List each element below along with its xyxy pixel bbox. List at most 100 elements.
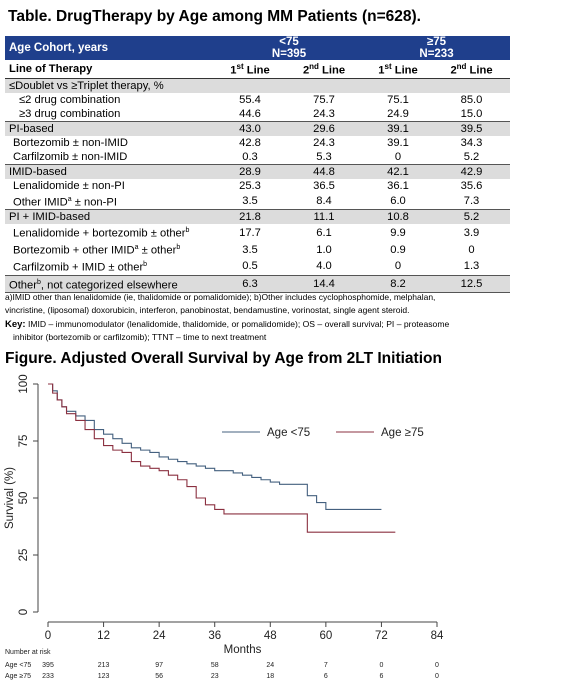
table-row: Lenalidomide ± non-PI 25.3 36.5 36.1 35.6 [5,179,510,193]
risk-value: 56 [155,673,163,680]
table-cell: 35.6 [460,179,483,192]
table-cell: 7.3 [463,195,480,208]
table-cell: 14.4 [285,274,363,294]
cohort-under75-header: <75 N=395 [215,36,363,60]
drug-therapy-table: Age Cohort, years <75 N=395 ≥75 N=233 Li… [5,36,510,294]
y-tick-label: 25 [18,549,30,562]
table-cell: 15.0 [460,107,483,120]
table-cell: 6.0 [390,195,406,208]
table-cell: 0 [394,260,402,273]
figure-title: Figure. Adjusted Overall Survival by Age… [5,350,442,367]
table-row: Otherb, not categorized elsewhere 6.3 14.4… [5,274,510,294]
table-cell: 0.5 [242,260,258,273]
table-cell: 29.6 [285,120,363,136]
footnote-a: a)IMID other than lenalidomide (ie, thal… [5,292,436,302]
row-label: ≤2 drug combination [19,93,121,106]
table-cell [433,78,510,93]
table-cell: 36.5 [313,179,335,192]
table-cell: 44.8 [285,163,363,179]
row-label: Otherb, not categorized elsewhere [5,274,215,294]
table-cell: 5.2 [463,150,480,163]
row-label: PI-based [5,120,215,136]
table-cell: 28.9 [215,163,285,179]
table-cell: 25.3 [239,179,261,192]
second-line-header-1: 2nd Line [285,60,363,79]
row-label: IMID-based [5,163,215,179]
table-cell: 3.9 [463,226,480,239]
table-cell: 6.3 [215,274,285,294]
legend-label: Age ≥75 [381,427,424,439]
table-cell: 21.8 [215,209,285,225]
table-cell [285,78,363,93]
footnote-b: vincristine, (liposomal) doxorubicin, in… [5,305,410,315]
survival-curve-under75 [48,383,382,510]
risk-value: 233 [42,673,54,680]
table-cell: 39.5 [433,120,510,136]
table-cell: 55.4 [239,93,261,106]
risk-value: 213 [98,662,110,669]
key-text-2: inhibitor (bortezomib or carfilzomib); T… [13,332,267,342]
risk-value: 18 [266,673,274,680]
table-header-row: Age Cohort, years <75 N=395 ≥75 N=233 [5,36,510,60]
table-cell: 1.0 [316,243,332,256]
key-text-1: IMID – immunomodulator (lenalidomide, th… [25,319,450,329]
table-cell: 3.5 [242,195,258,208]
risk-value: 6 [379,673,383,680]
table-title: Table. DrugTherapy by Age among MM Patie… [8,8,421,25]
y-tick-label: 100 [18,374,30,393]
table-cell: 8.4 [316,195,332,208]
row-label: Lenalidomide ± non-PI [13,179,125,192]
table-row: Bortezomib + other IMIDa ± otherb 3.5 1.0 0… [5,241,510,258]
line-of-therapy-label: Line of Therapy [5,60,215,79]
risk-value: 23 [211,673,219,680]
key-label: Key: [5,319,26,330]
cohort-75plus-label: ≥75 [426,36,447,48]
table-cell: 8.2 [363,274,433,294]
table-row: PI-based 43.0 29.6 39.1 39.5 [5,120,510,136]
table-row: IMID-based 28.9 44.8 42.1 42.9 [5,163,510,179]
x-tick-label: 72 [375,630,388,642]
key-note: Key: IMID – immunomodulator (lenalidomid… [5,318,555,343]
survival-curve-75plus [48,383,396,533]
table-cell: 11.1 [285,209,363,225]
table-cell: 75.1 [387,93,409,106]
first-line-header-1: 1st Line [215,60,285,79]
table-cell: 17.7 [239,226,261,239]
table-cell: 85.0 [460,93,483,106]
row-label: Bortezomib + other IMIDa ± otherb [13,244,181,257]
y-tick-label: 0 [18,609,30,615]
risk-row-label: Age ≥75 [5,673,31,680]
table-cell: 5.3 [316,150,332,163]
row-label: Carfilzomib + IMID ± otherb [13,260,148,274]
table-cell: 0.3 [242,150,258,163]
table-cell: 3.5 [242,243,258,256]
legend-label: Age <75 [267,427,310,439]
cohort-75plus-header: ≥75 N=233 [363,36,510,60]
y-tick-label: 75 [18,435,30,448]
table-cell: 1.3 [463,260,480,273]
x-tick-label: 48 [264,630,277,642]
x-tick-label: 60 [319,630,332,642]
table-cell: 24.3 [313,136,335,149]
risk-value: 0 [435,662,439,669]
risk-value: 395 [42,662,54,669]
table-cell: 0.9 [390,243,406,256]
table-cell [215,78,285,93]
age-cohort-header: Age Cohort, years [5,36,215,60]
x-tick-label: 0 [45,630,51,642]
y-axis-label: Survival (%) [4,467,16,529]
table-cell: 42.9 [433,163,510,179]
x-tick-label: 24 [153,630,166,642]
table-cell: 36.1 [387,179,409,192]
table-row: ≥3 drug combination 44.6 24.3 24.9 15.0 [5,107,510,122]
row-label: PI + IMID-based [5,209,215,225]
table-cell: 43.0 [215,120,285,136]
table-cell: 42.1 [363,163,433,179]
cohort-under75-label: <75 [279,36,299,48]
table-cell: 24.9 [387,107,409,120]
table-row: Lenalidomide + bortezomib ± otherb 17.7 6.… [5,224,510,241]
risk-value: 0 [379,662,383,669]
table-row: Bortezomib ± non-IMID 42.8 24.3 39.1 34.3 [5,136,510,150]
table-cell [363,78,433,93]
